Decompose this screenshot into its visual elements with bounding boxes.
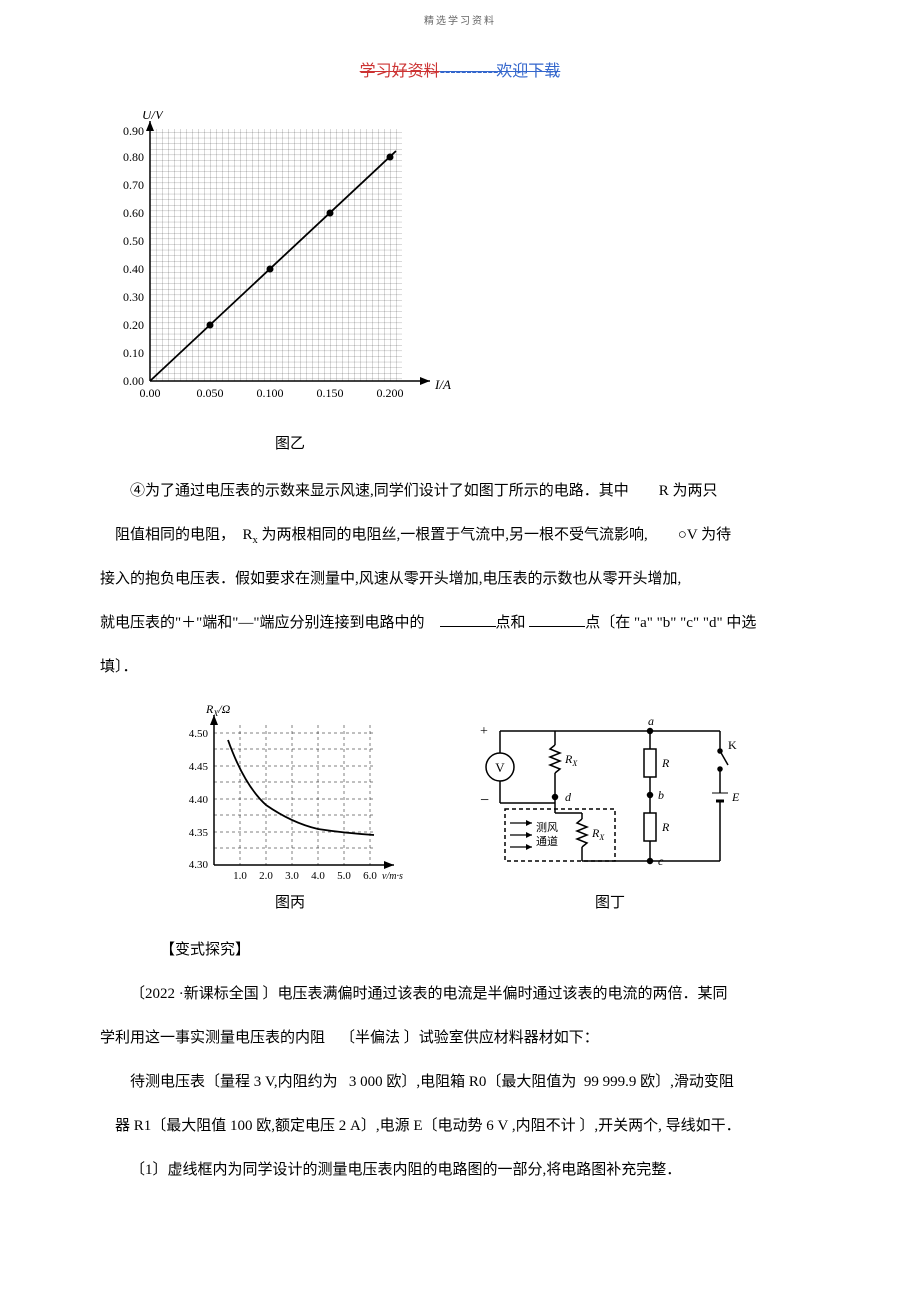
variant-p4: 〔1〕虚线框内为同学设计的测量电压表内阻的电路图的一部分,将电路图补充完整． — [100, 1152, 820, 1188]
rx-symbol: Rx — [243, 527, 258, 543]
svg-text:0.00: 0.00 — [140, 386, 161, 400]
voltmeter-symbol: ○V — [678, 527, 698, 543]
svg-text:+: + — [480, 724, 488, 739]
svg-text:0.40: 0.40 — [123, 262, 144, 276]
svg-text:2.0: 2.0 — [259, 870, 273, 882]
header-right: 欢迎下载 — [496, 63, 560, 80]
variant-title: 【变式探究】 — [100, 932, 820, 968]
blank-1 — [440, 612, 496, 627]
svg-text:1.0: 1.0 — [233, 870, 247, 882]
svg-text:0.90: 0.90 — [123, 124, 144, 138]
vp1c: 〔半偏法 〕试验室供应材料器材如下： — [340, 1030, 599, 1046]
svg-text:−: − — [480, 792, 489, 809]
double-figure-row: RX/Ω 4.50 4.45 4.40 4.35 4.30 1.0 2.0 3.… — [0, 705, 920, 912]
para4-prefix: ④为了通过电压表的示数来显示风速,同学们设计了如图丁所示的电路．其中 — [130, 483, 629, 499]
vp2a: 待测电压表〔量程 3 V,内阻约为 — [130, 1074, 338, 1090]
para4-r: R 为两只 — [659, 483, 718, 499]
vp1b: 学利用这一事实测量电压表的内阻 — [100, 1030, 325, 1046]
svg-text:0.200: 0.200 — [377, 386, 404, 400]
p4l4b: 点和 — [496, 615, 526, 631]
svg-text:RX: RX — [591, 826, 605, 842]
svg-text:4.30: 4.30 — [189, 859, 209, 871]
p4l4a: 就电压表的"＋"端和"—"端应分别连接到电路中的 — [100, 615, 425, 631]
p4l4c: 点〔在 "a" "b" "c" "d" 中选 — [585, 615, 756, 631]
circuit-ding-col: + − V RX d — [470, 705, 750, 912]
graph-bing-caption: 图丙 — [275, 891, 305, 912]
circuit-ding-svg: + − V RX d — [470, 705, 750, 885]
svg-text:6.0: 6.0 — [363, 870, 377, 882]
graph-yi-svg: U/V 0.00 0.10 0.20 0.30 0.40 0.50 0.60 0… — [100, 111, 480, 421]
svg-text:0.050: 0.050 — [197, 386, 224, 400]
svg-text:4.0: 4.0 — [311, 870, 325, 882]
header-left: 学习好资料 — [360, 63, 440, 80]
svg-text:0.50: 0.50 — [123, 234, 144, 248]
svg-text:b: b — [658, 788, 664, 802]
svg-text:RX: RX — [564, 752, 578, 768]
svg-text:4.40: 4.40 — [189, 794, 209, 806]
svg-text:R: R — [661, 756, 670, 770]
svg-text:0.60: 0.60 — [123, 206, 144, 220]
svg-text:3.0: 3.0 — [285, 870, 299, 882]
para-4-line5: 填〕． — [100, 649, 820, 685]
svg-text:U/V: U/V — [142, 111, 165, 122]
graph-bing-svg: RX/Ω 4.50 4.45 4.40 4.35 4.30 1.0 2.0 3.… — [170, 705, 410, 885]
p4l2a: 阻值相同的电阻， — [115, 527, 235, 543]
page-strike-header: 学习好资料- - - - - - - - - - -欢迎下载 — [0, 57, 920, 81]
graph-bing-col: RX/Ω 4.50 4.45 4.40 4.35 4.30 1.0 2.0 3.… — [170, 705, 410, 912]
vp1a: 〔2022 ·新课标全国 〕电压表满偏时通过该表的电流是半偏时通过该表的电流的两… — [130, 986, 728, 1002]
para-4-line4: 就电压表的"＋"端和"—"端应分别连接到电路中的 点和 点〔在 "a" "b" … — [100, 605, 820, 641]
graph-yi-container: U/V 0.00 0.10 0.20 0.30 0.40 0.50 0.60 0… — [100, 111, 920, 453]
content-body: ④为了通过电压表的示数来显示风速,同学们设计了如图丁所示的电路．其中 R 为两只… — [0, 473, 920, 685]
variant-p1b: 学利用这一事实测量电压表的内阻 〔半偏法 〕试验室供应材料器材如下： — [100, 1020, 820, 1056]
svg-text:a: a — [648, 714, 654, 728]
svg-text:I/A: I/A — [434, 377, 451, 392]
para-4-line1: ④为了通过电压表的示数来显示风速,同学们设计了如图丁所示的电路．其中 R 为两只 — [100, 473, 820, 509]
svg-text:E: E — [731, 790, 740, 804]
svg-text:0.100: 0.100 — [257, 386, 284, 400]
svg-text:0.70: 0.70 — [123, 178, 144, 192]
svg-text:0.20: 0.20 — [123, 318, 144, 332]
variant-p3: 器 R1〔最大阻值 100 欧,额定电压 2 A〕,电源 E〔电动势 6 V ,… — [100, 1108, 820, 1144]
svg-text:0.150: 0.150 — [317, 386, 344, 400]
svg-text:测风: 测风 — [536, 821, 558, 834]
svg-text:0.30: 0.30 — [123, 290, 144, 304]
svg-text:5.0: 5.0 — [337, 870, 351, 882]
vp2c: 99 999.9 欧〕,滑动变阻 — [584, 1074, 734, 1090]
variant-section: 【变式探究】 〔2022 ·新课标全国 〕电压表满偏时通过该表的电流是半偏时通过… — [0, 932, 920, 1188]
variant-p1: 〔2022 ·新课标全国 〕电压表满偏时通过该表的电流是半偏时通过该表的电流的两… — [100, 976, 820, 1012]
blank-2 — [529, 612, 585, 627]
svg-text:V: V — [495, 760, 505, 775]
svg-text:4.50: 4.50 — [189, 728, 209, 740]
para-4-line2: 阻值相同的电阻， Rx 为两根相同的电阻丝,一根置于气流中,另一根不受气流影响,… — [100, 517, 820, 553]
svg-text:d: d — [565, 790, 572, 804]
watermark-header: 精选学习资料 — [0, 0, 920, 27]
svg-text:R: R — [661, 820, 670, 834]
variant-p2: 待测电压表〔量程 3 V,内阻约为 3 000 欧〕,电阻箱 R0〔最大阻值为 … — [100, 1064, 820, 1100]
graph-yi-caption: 图乙 — [100, 432, 480, 453]
svg-text:4.45: 4.45 — [189, 761, 209, 773]
vp2b: 3 000 欧〕,电阻箱 R0〔最大阻值为 — [349, 1074, 577, 1090]
circuit-ding-caption: 图丁 — [595, 891, 625, 912]
p4l2b: 为两根相同的电阻丝,一根置于气流中,另一根不受气流影响, — [262, 527, 648, 543]
svg-text:0.80: 0.80 — [123, 150, 144, 164]
svg-text:4.35: 4.35 — [189, 827, 209, 839]
svg-text:v/m·s: v/m·s — [382, 871, 403, 882]
svg-text:通道: 通道 — [536, 834, 558, 848]
svg-text:0.10: 0.10 — [123, 346, 144, 360]
svg-text:K: K — [728, 738, 737, 752]
header-dashes: - - - - - - - - - - - — [440, 63, 497, 80]
para-4-line3: 接入的抱负电压表．假如要求在测量中,风速从零开头增加,电压表的示数也从零开头增加… — [100, 561, 820, 597]
p4vt: 为待 — [701, 527, 731, 543]
svg-text:RX/Ω: RX/Ω — [205, 705, 231, 718]
